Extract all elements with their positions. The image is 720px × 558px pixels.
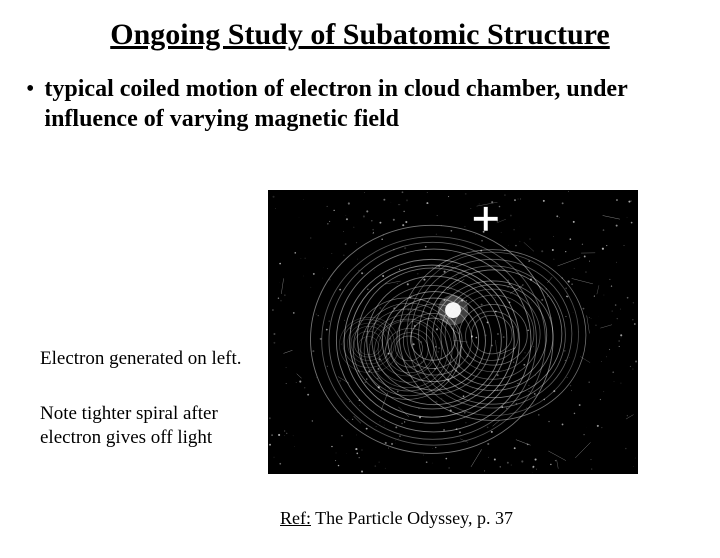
cloud-chamber-image (268, 190, 638, 474)
reference-text: The Particle Odyssey, p. 37 (311, 508, 513, 528)
bullet-text: typical coiled motion of electron in clo… (44, 74, 690, 134)
bullet-marker: • (26, 74, 34, 104)
reference-label: Ref: (280, 508, 311, 528)
caption-spiral: Note tighter spiral after electron gives… (40, 402, 218, 450)
caption-spiral-line2: electron gives off light (40, 427, 212, 448)
caption-spiral-line1: Note tighter spiral after (40, 403, 218, 424)
caption-generated: Electron generated on left. (40, 348, 242, 370)
cloud-chamber-svg (269, 191, 637, 473)
reference: Ref: The Particle Odyssey, p. 37 (280, 508, 513, 529)
slide-title: Ongoing Study of Subatomic Structure (0, 18, 720, 52)
bullet-item: • typical coiled motion of electron in c… (0, 74, 720, 134)
